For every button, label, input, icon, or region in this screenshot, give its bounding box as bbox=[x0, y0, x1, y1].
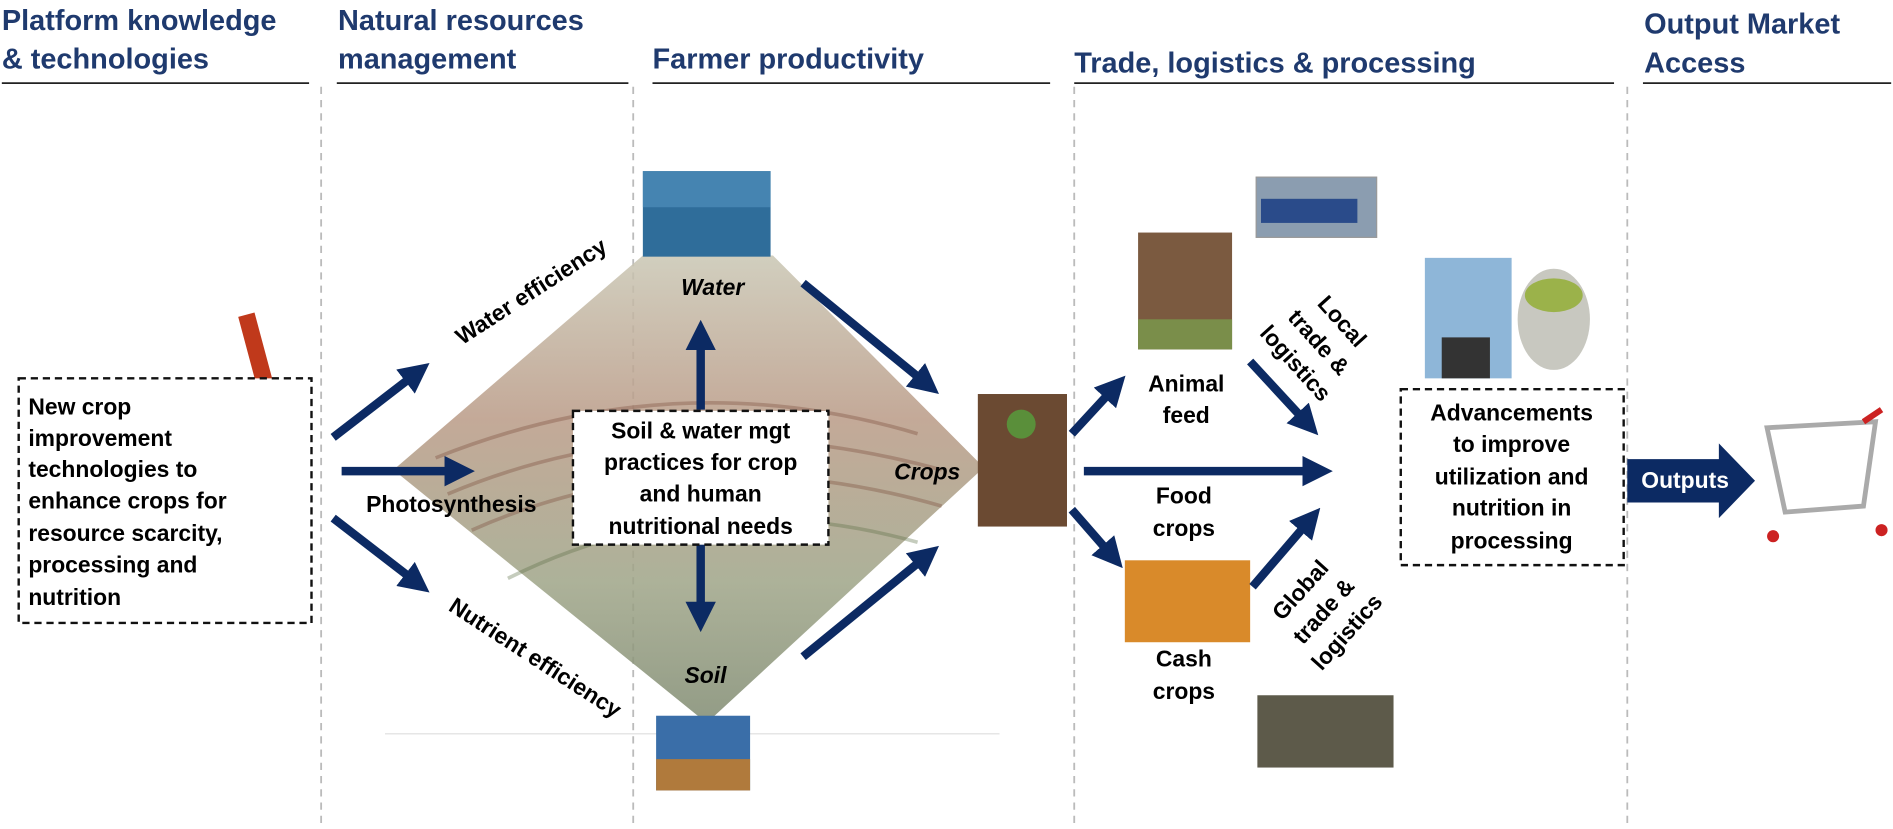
box-line: nutrition in bbox=[1452, 495, 1571, 521]
box-line: processing and bbox=[28, 551, 197, 577]
crop-type: crops bbox=[1153, 678, 1215, 704]
column-title: management bbox=[338, 44, 517, 76]
arrow bbox=[1072, 510, 1113, 557]
page: {"columns": [ {"title_lines": ["Platform… bbox=[0, 0, 1893, 829]
column-title: & technologies bbox=[2, 44, 209, 76]
box-line: New crop bbox=[28, 394, 131, 420]
crop-type: Food bbox=[1156, 483, 1212, 509]
box-line: practices for crop bbox=[604, 449, 797, 475]
crop-type: Cash bbox=[1156, 645, 1212, 671]
crop-type: Animal bbox=[1148, 371, 1224, 397]
cow-photo-grass bbox=[1138, 319, 1232, 349]
box-line: improvement bbox=[28, 425, 172, 451]
column-title: Access bbox=[1644, 47, 1745, 79]
column-title: Output Market bbox=[1644, 9, 1840, 41]
column-title: Farmer productivity bbox=[652, 44, 923, 76]
water-label: Water bbox=[681, 274, 745, 300]
box-line: utilization and bbox=[1435, 463, 1589, 489]
box-line: to improve bbox=[1453, 431, 1570, 457]
crop-type: crops bbox=[1153, 515, 1215, 541]
box-line: technologies to bbox=[28, 456, 197, 482]
diagram: Platform knowledge & technologies Natura… bbox=[0, 0, 1893, 829]
arrow bbox=[1072, 387, 1115, 434]
train-photo bbox=[1257, 695, 1393, 767]
cart bbox=[1767, 410, 1887, 543]
box-line: processing bbox=[1451, 527, 1573, 553]
arrow bbox=[333, 372, 417, 437]
ship-hull bbox=[1261, 199, 1357, 223]
box-line: nutritional needs bbox=[609, 513, 793, 539]
corn-photo bbox=[1125, 560, 1250, 642]
box-line: and human bbox=[640, 480, 762, 506]
photosynthesis: Photosynthesis bbox=[366, 491, 536, 517]
soil-photo-ground bbox=[656, 759, 750, 790]
soil-label: Soil bbox=[685, 662, 728, 688]
crop-type: feed bbox=[1163, 402, 1210, 428]
box-line: Advancements bbox=[1430, 400, 1593, 426]
box-line: nutrition bbox=[28, 584, 121, 610]
outputs-label: Outputs bbox=[1641, 467, 1729, 493]
peas bbox=[1525, 278, 1583, 312]
water-photo-light bbox=[643, 171, 771, 207]
factory-stack bbox=[1442, 337, 1490, 378]
global-trade: Global trade & logistics bbox=[1259, 547, 1387, 675]
column-title: Trade, logistics & processing bbox=[1074, 47, 1476, 79]
arrow bbox=[333, 518, 417, 583]
seedling bbox=[1007, 410, 1036, 439]
box-line: Soil & water mgt bbox=[611, 418, 791, 444]
box-line: resource scarcity, bbox=[28, 520, 222, 546]
column-title: Platform knowledge bbox=[2, 5, 277, 37]
box-line: enhance crops for bbox=[28, 488, 226, 514]
column-title: Natural resources bbox=[338, 5, 584, 37]
crops-label: Crops bbox=[894, 459, 960, 485]
